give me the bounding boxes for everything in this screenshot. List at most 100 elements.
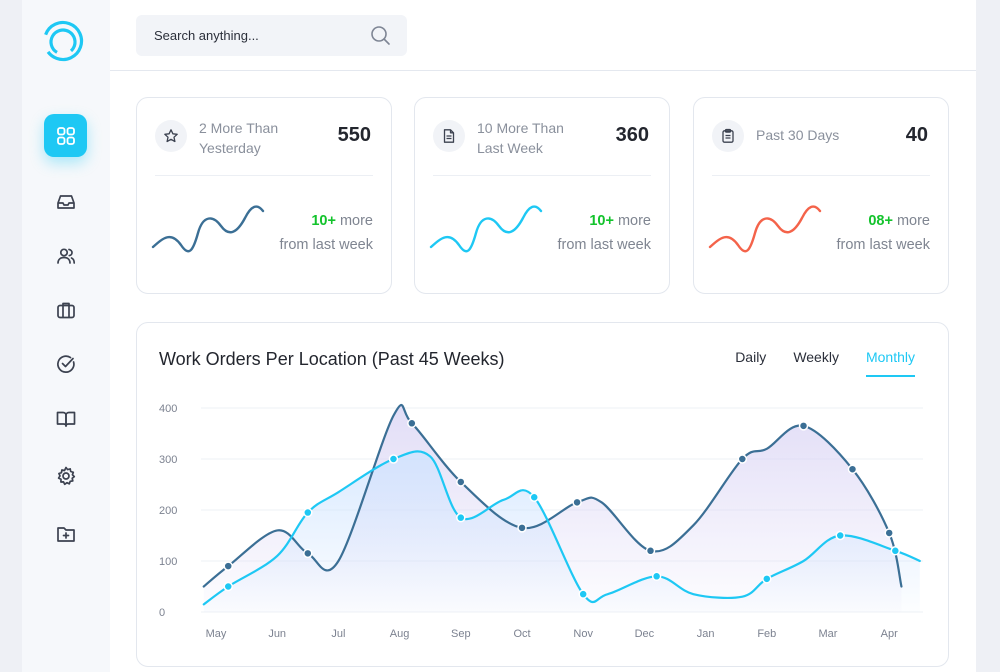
sidebar-item-library[interactable] — [44, 397, 87, 440]
x-tick-label: Feb — [757, 628, 776, 640]
card-label: 10 More Than Last Week — [477, 120, 564, 156]
card-label: 2 More Than Yesterday — [199, 120, 279, 156]
tab-monthly[interactable]: Monthly — [865, 349, 915, 377]
x-tick-label: Jun — [268, 628, 286, 640]
series-line-2 — [202, 450, 921, 606]
x-tick-label: Dec — [635, 628, 655, 640]
card-note-suffix: more — [613, 213, 651, 229]
card-note-number: 10+ — [589, 213, 614, 229]
data-point[interactable] — [847, 464, 858, 474]
data-point[interactable] — [737, 454, 748, 464]
card-note-number: 08+ — [868, 213, 893, 229]
gear-icon — [57, 466, 75, 485]
sidebar-item-dashboard[interactable] — [44, 114, 87, 157]
data-point[interactable] — [572, 497, 582, 508]
sidebar-item-tasks[interactable] — [44, 342, 87, 385]
app-logo[interactable] — [42, 20, 84, 62]
data-point[interactable] — [798, 421, 809, 431]
sparkline-chart — [429, 205, 543, 253]
sidebar — [22, 0, 110, 672]
sparkline-chart — [151, 205, 265, 253]
x-tick-label: Apr — [881, 628, 898, 640]
star-icon — [164, 129, 178, 143]
document-icon — [443, 129, 455, 143]
data-point[interactable] — [884, 528, 894, 538]
card-value: 360 — [615, 124, 649, 146]
data-point[interactable] — [303, 548, 313, 559]
search-input[interactable] — [136, 15, 366, 56]
card-note-line2: from last week — [557, 237, 651, 253]
card-note-line2: from last week — [836, 237, 930, 253]
search-box — [136, 15, 407, 56]
briefcase-icon — [56, 302, 75, 318]
card-note: 10+ more from last week — [280, 209, 373, 257]
data-point[interactable] — [762, 574, 772, 584]
top-bar — [110, 0, 976, 71]
data-point[interactable] — [303, 507, 313, 518]
card-note-line2: from last week — [279, 237, 373, 253]
y-tick-label: 200 — [159, 505, 177, 517]
series-area-2 — [203, 451, 920, 612]
data-point[interactable] — [407, 418, 417, 429]
data-point[interactable] — [388, 454, 399, 464]
sidebar-item-new-folder[interactable] — [44, 512, 87, 555]
sidebar-item-briefcase[interactable] — [44, 288, 87, 331]
card-value: 550 — [337, 124, 371, 146]
card-icon-badge — [712, 120, 744, 152]
card-label: Past 30 Days — [756, 127, 840, 143]
card-note: 10+ more from last week — [558, 209, 651, 257]
card-icon-badge — [433, 120, 465, 152]
card-note-suffix: more — [892, 213, 930, 229]
tab-daily[interactable]: Daily — [735, 349, 767, 365]
sidebar-item-inbox[interactable] — [44, 180, 87, 223]
card-divider — [155, 175, 373, 176]
sidebar-item-settings[interactable] — [44, 454, 87, 497]
data-point[interactable] — [456, 477, 466, 487]
stat-card-yesterday: 2 More Than Yesterday 550 10+ more from … — [136, 97, 392, 294]
period-tabs: Daily Weekly Monthly — [708, 349, 915, 377]
x-tick-label: Jan — [697, 628, 715, 640]
data-point[interactable] — [645, 546, 656, 556]
x-tick-label: Sep — [451, 628, 471, 640]
users-icon — [56, 247, 75, 264]
x-tick-label: Mar — [819, 628, 838, 640]
search-icon[interactable] — [370, 25, 391, 46]
chart-title: Work Orders Per Location (Past 45 Weeks) — [159, 349, 505, 369]
x-tick-label: Jul — [331, 628, 345, 640]
x-tick-label: May — [206, 628, 227, 640]
inbox-icon — [56, 194, 75, 209]
stat-card-past-30-days: Past 30 Days 40 08+ more from last week — [693, 97, 949, 294]
dashboard-grid-icon — [56, 126, 75, 145]
book-open-icon — [56, 411, 75, 427]
card-divider — [712, 175, 930, 176]
card-divider — [433, 175, 651, 176]
data-point[interactable] — [578, 589, 588, 599]
data-point[interactable] — [529, 492, 539, 502]
y-tick-label: 300 — [159, 454, 177, 466]
tab-weekly[interactable]: Weekly — [793, 349, 839, 365]
y-tick-label: 100 — [159, 556, 177, 568]
data-point[interactable] — [223, 581, 233, 592]
x-tick-label: Oct — [513, 628, 530, 640]
card-note-number: 10+ — [311, 213, 336, 229]
card-value: 40 — [905, 124, 928, 146]
data-point[interactable] — [890, 546, 901, 556]
card-note-suffix: more — [335, 213, 373, 229]
data-point[interactable] — [835, 530, 845, 541]
card-note: 08+ more from last week — [837, 209, 930, 257]
work-orders-chart-card: Work Orders Per Location (Past 45 Weeks)… — [136, 322, 949, 667]
x-tick-label: Aug — [390, 628, 410, 640]
clipboard-icon — [722, 128, 734, 143]
data-point[interactable] — [651, 571, 662, 582]
folder-plus-icon — [56, 526, 75, 542]
x-tick-label: Nov — [573, 628, 593, 640]
stat-card-last-week: 10 More Than Last Week 360 10+ more from… — [414, 97, 670, 294]
data-point[interactable] — [456, 512, 466, 523]
data-point[interactable] — [223, 561, 233, 571]
check-circle-icon — [56, 354, 75, 373]
sidebar-item-users[interactable] — [44, 234, 87, 277]
y-tick-label: 0 — [159, 607, 165, 619]
y-tick-label: 400 — [159, 403, 177, 415]
area-chart: 0 100 200 300 400 May Jun Jul Aug Sep Oct Nov Dec Jan… — [159, 403, 923, 640]
data-point[interactable] — [517, 523, 527, 533]
